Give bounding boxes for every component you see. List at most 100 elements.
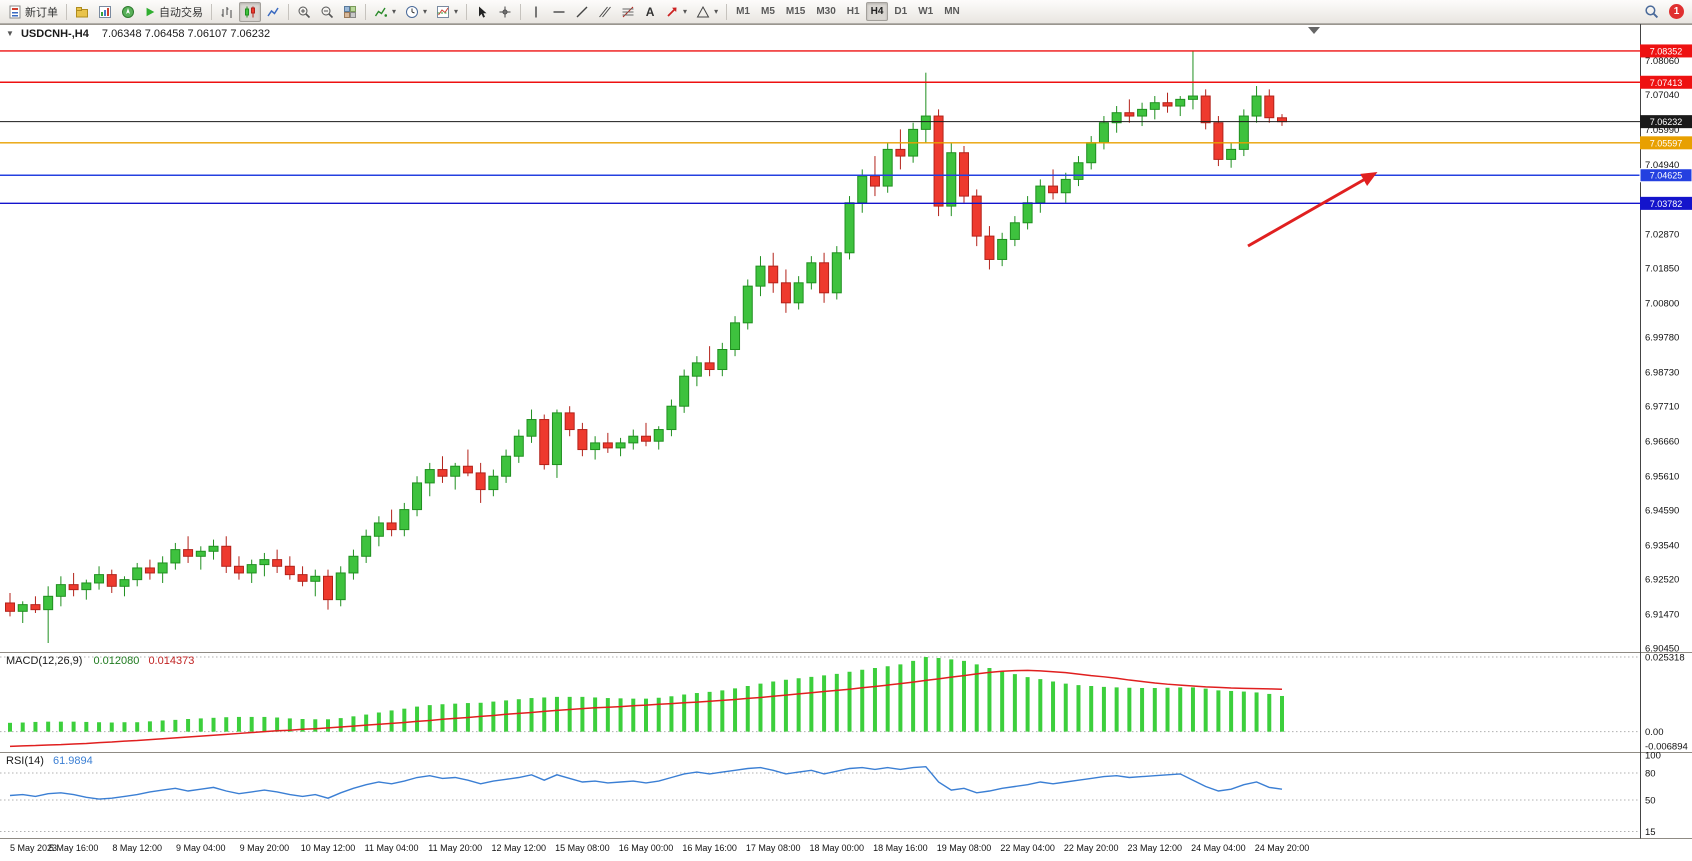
support-line-blue-lower[interactable]: 7.03782 <box>0 196 1692 210</box>
arrows-button[interactable]: ▾ <box>661 2 691 22</box>
chart-symbol-period: USDCNH-,H4 <box>20 28 89 40</box>
navigator-icon <box>121 5 135 19</box>
toolbar-divider <box>66 3 67 20</box>
svg-text:16 May 00:00: 16 May 00:00 <box>619 843 674 853</box>
dropdown-icon: ▾ <box>714 7 719 16</box>
macd-axis-tick: -0.006894 <box>1645 742 1688 753</box>
templates-icon <box>436 5 450 19</box>
price-axis[interactable]: 7.080607.070407.059907.049407.038907.028… <box>1645 56 1679 654</box>
toolbar-divider <box>365 3 366 20</box>
svg-text:5 May 2023: 5 May 2023 <box>10 843 57 853</box>
timeframe-d1-button[interactable]: D1 <box>894 6 908 17</box>
new-order-button[interactable]: 新订单 <box>4 2 62 22</box>
svg-text:6.95610: 6.95610 <box>1645 471 1679 482</box>
timeframe-m5-button[interactable]: M5 <box>760 6 775 17</box>
trend-arrow-object[interactable] <box>1247 172 1378 248</box>
indicators-icon <box>374 5 388 19</box>
trendline-button[interactable] <box>571 2 593 22</box>
line-chart-mode-button[interactable] <box>262 2 284 22</box>
macd-histogram <box>8 657 1284 732</box>
resistance-line-lower[interactable]: 7.07413 <box>0 75 1692 89</box>
svg-text:6.90450: 6.90450 <box>1645 643 1679 654</box>
toolbar-divider <box>211 3 212 20</box>
resistance-line-upper[interactable]: 7.08352 <box>0 44 1692 58</box>
rsi-value: 61.9894 <box>52 755 93 767</box>
tile-windows-button[interactable] <box>339 2 361 22</box>
timeframe-mn-button[interactable]: MN <box>944 6 960 17</box>
macd-signal-value: 0.014373 <box>148 655 195 667</box>
profiles-button[interactable] <box>71 2 93 22</box>
svg-text:10 May 12:00: 10 May 12:00 <box>301 843 356 853</box>
svg-text:24 May 20:00: 24 May 20:00 <box>1255 843 1310 853</box>
toolbar-divider <box>726 3 728 20</box>
svg-text:18 May 00:00: 18 May 00:00 <box>810 843 865 853</box>
dropdown-icon: ▾ <box>454 7 459 16</box>
bar-chart-icon <box>220 5 234 19</box>
profiles-icon <box>75 5 89 19</box>
notification-badge[interactable]: 1 <box>1669 4 1684 19</box>
support-line-blue-upper[interactable]: 7.04625 <box>0 168 1692 183</box>
zoom-out-icon <box>320 5 334 19</box>
svg-text:12 May 12:00: 12 May 12:00 <box>492 843 547 853</box>
timeframe-m30-button[interactable]: M30 <box>816 6 836 17</box>
current-price-line[interactable]: 7.06232 <box>0 115 1692 129</box>
macd-signal-line <box>9 669 1283 748</box>
timeframe-w1-button[interactable]: W1 <box>918 6 934 17</box>
objects-toggle-icon[interactable]: ▼ <box>6 29 14 38</box>
macd-indicator-label: MACD(12,26,9) 0.012080 0.014373 <box>6 655 194 667</box>
zoom-out-button[interactable] <box>316 2 338 22</box>
svg-text:7.04625: 7.04625 <box>1650 171 1683 181</box>
line-chart-icon <box>266 5 280 19</box>
candlestick-series <box>5 51 1287 643</box>
channel-button[interactable] <box>594 2 616 22</box>
zoom-in-icon <box>297 5 311 19</box>
svg-text:6.96660: 6.96660 <box>1645 436 1679 447</box>
text-button[interactable]: A <box>640 2 660 22</box>
shapes-icon <box>696 5 710 19</box>
svg-text:6.93540: 6.93540 <box>1645 540 1679 551</box>
search-button[interactable] <box>1640 2 1663 22</box>
svg-text:5 May 16:00: 5 May 16:00 <box>49 843 99 853</box>
market-watch-icon <box>98 5 112 19</box>
trendline-icon <box>575 5 589 19</box>
chart-shift-marker[interactable] <box>1308 27 1320 34</box>
navigator-button[interactable] <box>117 2 139 22</box>
templates-button[interactable]: ▾ <box>432 2 462 22</box>
channel-icon <box>598 5 612 19</box>
horizontal-line-button[interactable] <box>548 2 570 22</box>
cursor-button[interactable] <box>471 2 493 22</box>
timeframe-m1-button[interactable]: M1 <box>736 6 750 17</box>
shapes-button[interactable]: ▾ <box>692 2 722 22</box>
toolbar-divider <box>520 3 522 20</box>
svg-text:11 May 20:00: 11 May 20:00 <box>428 843 482 853</box>
support-line-orange[interactable]: 7.05597 <box>0 136 1692 150</box>
market-watch-button[interactable] <box>94 2 116 22</box>
svg-text:7.06232: 7.06232 <box>1650 117 1683 127</box>
rsi-axis-tick: 15 <box>1645 827 1656 838</box>
candlestick-mode-button[interactable] <box>239 1 261 22</box>
dropdown-icon: ▾ <box>683 7 688 16</box>
svg-text:22 May 04:00: 22 May 04:00 <box>1000 843 1055 853</box>
crosshair-button[interactable] <box>494 2 516 22</box>
chart-canvas[interactable]: 7.080607.070407.059907.049407.038907.028… <box>0 24 1692 861</box>
indicators-button[interactable]: ▾ <box>370 2 400 22</box>
bar-chart-mode-button[interactable] <box>216 2 238 22</box>
rsi-line <box>9 765 1283 800</box>
timeframe-m15-button[interactable]: M15 <box>785 6 806 17</box>
vertical-line-icon <box>529 5 543 19</box>
svg-text:22 May 20:00: 22 May 20:00 <box>1064 843 1119 853</box>
svg-text:17 May 08:00: 17 May 08:00 <box>746 843 801 853</box>
timeframe-h1-button[interactable]: H1 <box>846 6 860 17</box>
periods-button[interactable]: ▾ <box>401 2 431 22</box>
auto-trading-button[interactable]: 自动交易 <box>140 2 207 22</box>
svg-text:7.02870: 7.02870 <box>1645 229 1679 240</box>
fibonacci-button[interactable] <box>617 2 639 22</box>
zoom-in-button[interactable] <box>293 2 315 22</box>
vertical-line-button[interactable] <box>525 2 547 22</box>
svg-text:6.92520: 6.92520 <box>1645 574 1679 585</box>
toolbar-divider <box>466 3 468 20</box>
timeframe-h4-button[interactable]: H4 <box>865 2 889 21</box>
svg-text:16 May 16:00: 16 May 16:00 <box>682 843 737 853</box>
svg-text:24 May 04:00: 24 May 04:00 <box>1191 843 1246 853</box>
